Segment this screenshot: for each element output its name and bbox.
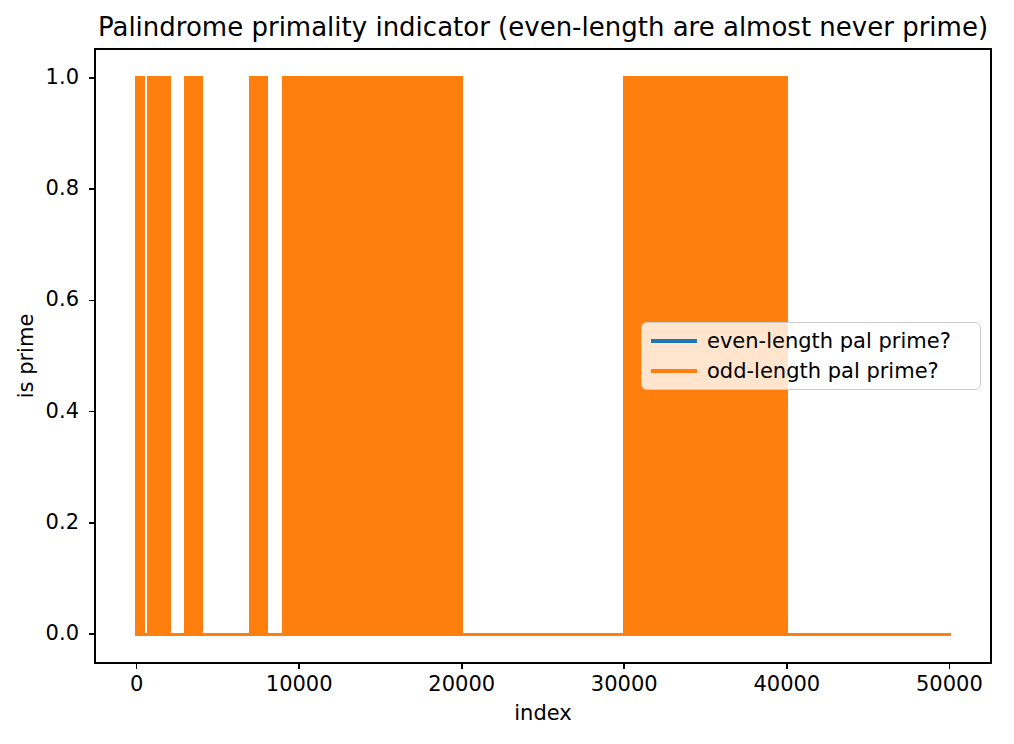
prime-band [184,76,203,635]
x-tick-label: 30000 [564,672,684,696]
x-tick-mark [949,662,951,669]
x-tick-label: 10000 [239,672,359,696]
y-tick-label: 0.0 [9,621,79,645]
chart-title: Palindrome primality indicator (even-len… [94,11,992,43]
prime-band [147,76,171,635]
legend: even-length pal prime? odd-length pal pri… [641,322,981,390]
y-tick-label: 1.0 [9,65,79,89]
figure: Palindrome primality indicator (even-len… [0,0,1014,744]
x-axis-label: index [94,701,992,725]
y-axis-label: is prime [14,314,38,399]
legend-entry: odd-length pal prime? [642,356,980,386]
x-tick-mark [786,662,788,669]
x-tick-label: 20000 [402,672,522,696]
x-tick-label: 40000 [727,672,847,696]
y-tick-mark [89,300,96,302]
legend-label: even-length pal prime? [707,329,951,353]
x-tick-mark [136,662,138,669]
prime-band [135,76,144,635]
x-tick-mark [461,662,463,669]
x-tick-mark [623,662,625,669]
y-tick-mark [89,77,96,79]
legend-label: odd-length pal prime? [707,359,939,383]
x-tick-mark [298,662,300,669]
legend-line-sample [651,369,697,372]
y-tick-label: 0.2 [9,510,79,534]
y-tick-mark [89,411,96,413]
prime-band [249,76,268,635]
prime-band [282,76,464,635]
x-tick-label: 0 [77,672,197,696]
y-tick-mark [89,633,96,635]
legend-line-sample [651,339,697,342]
legend-entry: even-length pal prime? [642,326,980,356]
x-tick-label: 50000 [889,672,1009,696]
y-tick-label: 0.6 [9,287,79,311]
y-tick-label: 0.8 [9,176,79,200]
y-tick-label: 0.4 [9,399,79,423]
y-tick-mark [89,188,96,190]
y-tick-mark [89,522,96,524]
